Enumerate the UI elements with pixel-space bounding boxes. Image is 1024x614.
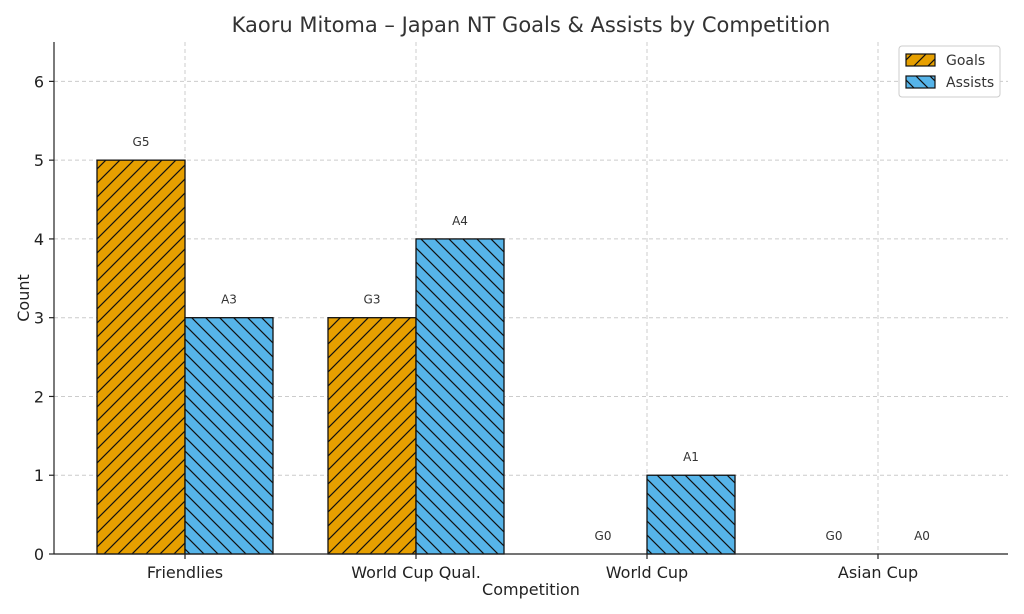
bar-goals xyxy=(96,159,186,555)
data-label-goals: G5 xyxy=(133,135,150,149)
x-tick-label: World Cup Qual. xyxy=(351,563,481,582)
x-tick-label: World Cup xyxy=(606,563,688,582)
y-axis-label: Count xyxy=(14,274,33,322)
y-tick-label: 6 xyxy=(34,72,44,91)
data-label-assists: A0 xyxy=(914,529,930,543)
x-axis-label: Competition xyxy=(482,580,580,599)
axes: 0 1 2 3 4 5 6 Friendlies World Cup Qual. World Cu… xyxy=(34,42,1008,582)
bar-goals xyxy=(327,317,417,555)
legend-label-goals: Goals xyxy=(946,53,985,69)
bars xyxy=(96,159,736,555)
data-label-assists: A3 xyxy=(221,293,237,307)
legend-label-assists: Assists xyxy=(946,75,994,91)
bar-assists xyxy=(415,238,505,555)
legend-swatch-goals xyxy=(905,53,936,67)
y-tick-label: 3 xyxy=(34,309,44,328)
y-tick-label: 0 xyxy=(34,545,44,564)
x-tick-label: Asian Cup xyxy=(838,563,918,582)
data-labels: G5 G3 G0 G0 A3 A4 A1 A0 xyxy=(133,135,930,543)
data-label-assists: A1 xyxy=(683,450,699,464)
legend-swatch-assists xyxy=(905,75,936,89)
y-tick-label: 5 xyxy=(34,151,44,170)
bar-assists xyxy=(646,474,736,555)
chart-title: Kaoru Mitoma – Japan NT Goals & Assists … xyxy=(232,13,831,37)
y-tick-label: 1 xyxy=(34,466,44,485)
data-label-assists: A4 xyxy=(452,214,468,228)
bar-assists xyxy=(184,317,274,555)
data-label-goals: G3 xyxy=(364,293,381,307)
data-label-goals: G0 xyxy=(826,529,843,543)
data-label-goals: G0 xyxy=(595,529,612,543)
y-tick-label: 2 xyxy=(34,387,44,406)
x-tick-label: Friendlies xyxy=(147,563,223,582)
legend: Goals Assists xyxy=(898,45,1001,98)
y-tick-label: 4 xyxy=(34,230,44,249)
